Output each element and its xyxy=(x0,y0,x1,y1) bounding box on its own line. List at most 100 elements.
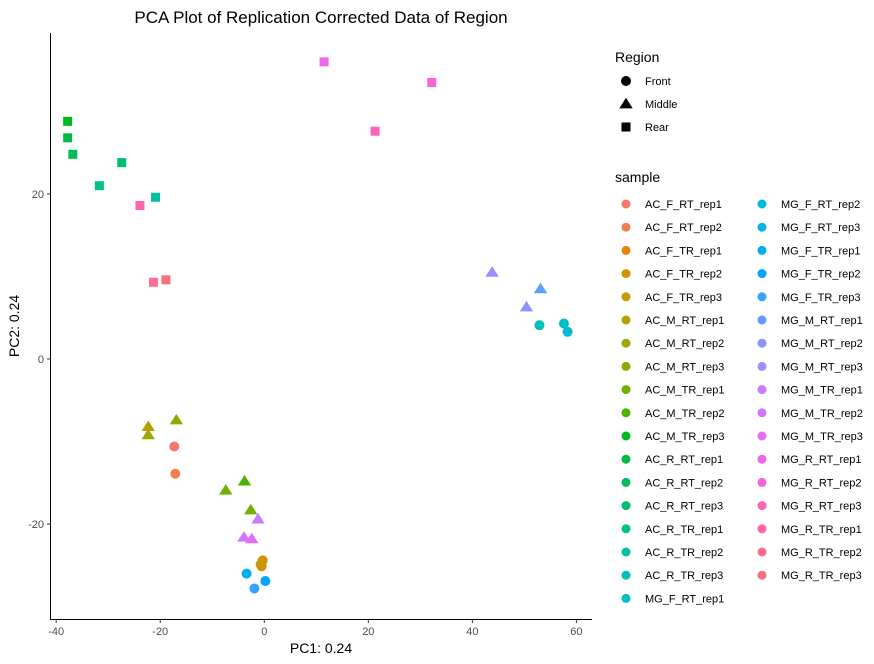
data-point xyxy=(148,277,158,287)
data-point xyxy=(169,413,184,425)
data-point xyxy=(255,559,266,570)
data-point xyxy=(519,300,534,312)
shape-legend: Region Front Middle Rear xyxy=(615,49,677,134)
y-axis-title: PC2: 0.24 xyxy=(6,295,22,357)
data-point xyxy=(135,200,145,210)
sample-legend-label: MG_R_TR_rep3 xyxy=(781,570,862,582)
legend-key-dot xyxy=(621,245,631,255)
sample-legend-label: MG_R_RT_rep3 xyxy=(781,501,862,513)
sample-legend-label: AC_M_TR_rep1 xyxy=(645,385,724,397)
sample-legend-label: AC_F_RT_rep1 xyxy=(645,199,722,211)
legend-key-dot xyxy=(621,199,631,209)
sample-legend-label: MG_F_RT_rep3 xyxy=(781,222,860,234)
sample-legend-label: AC_F_TR_rep1 xyxy=(645,245,722,257)
sample-legend-label: AC_F_TR_rep3 xyxy=(645,292,722,304)
legend-key-dot xyxy=(757,338,767,348)
sample-legend-label: AC_R_RT_rep1 xyxy=(645,454,723,466)
legend-key-dot xyxy=(621,547,631,557)
data-point xyxy=(237,531,251,542)
sample-legend-label: MG_M_TR_rep1 xyxy=(781,385,863,397)
legend-key-dot xyxy=(621,454,631,464)
legend-key-dot xyxy=(757,199,767,209)
legend-key-dot xyxy=(757,524,767,534)
legend-key-dot xyxy=(621,292,631,302)
legend-key-dot xyxy=(757,245,767,255)
data-point xyxy=(63,116,73,126)
legend-key-dot xyxy=(757,385,767,395)
sample-legend-label: MG_F_RT_rep1 xyxy=(645,593,724,605)
sample-legend-label: MG_F_TR_rep3 xyxy=(781,292,860,304)
data-point xyxy=(562,326,573,337)
legend-key-dot xyxy=(621,477,631,487)
sample-legend-label: MG_R_RT_rep2 xyxy=(781,477,862,489)
y-tick-label: 20 xyxy=(32,189,44,201)
legend-key-dot xyxy=(757,315,767,325)
legend-key-dot xyxy=(757,570,767,580)
data-point xyxy=(94,181,104,191)
sample-legend-label: MG_R_RT_rep1 xyxy=(781,454,862,466)
legend-key-dot xyxy=(757,408,767,418)
sample-legend-label: AC_F_TR_rep2 xyxy=(645,269,722,281)
x-tick-label: 40 xyxy=(466,626,478,638)
data-point xyxy=(68,149,78,159)
y-tick-label: 0 xyxy=(38,354,44,366)
data-point xyxy=(533,282,548,294)
data-point xyxy=(319,57,329,67)
legend-key-rear xyxy=(621,122,631,132)
legend-key-dot xyxy=(757,269,767,279)
sample-legend-label: AC_R_RT_rep3 xyxy=(645,501,723,513)
sample-legend-label: AC_M_TR_rep2 xyxy=(645,408,724,420)
data-point xyxy=(249,583,260,594)
legend-key-dot xyxy=(757,501,767,511)
sample-legend-label: AC_M_TR_rep3 xyxy=(645,431,724,443)
x-tick-label: 0 xyxy=(261,626,267,638)
legend-key-dot xyxy=(621,315,631,325)
data-point xyxy=(170,468,181,479)
data-point xyxy=(558,318,569,329)
data-point xyxy=(251,512,265,524)
chart-title: PCA Plot of Replication Corrected Data o… xyxy=(134,8,507,27)
data-point xyxy=(141,420,155,432)
data-point xyxy=(245,532,259,544)
legend-key-dot xyxy=(757,431,767,441)
shape-legend-label: Rear xyxy=(645,122,669,134)
sample-legend-label: MG_M_RT_rep2 xyxy=(781,338,863,350)
legend-key-dot xyxy=(757,547,767,557)
data-point xyxy=(485,266,499,277)
sample-legend-label: MG_R_TR_rep1 xyxy=(781,524,862,536)
data-point xyxy=(151,192,161,202)
data-point xyxy=(237,474,252,486)
legend-key-dot xyxy=(621,501,631,511)
x-tick-label: -20 xyxy=(152,626,168,638)
sample-legend-label: AC_R_RT_rep2 xyxy=(645,477,723,489)
sample-legend-label: MG_F_RT_rep2 xyxy=(781,199,860,211)
data-point xyxy=(244,503,258,515)
sample-legend-label: MG_M_TR_rep2 xyxy=(781,408,863,420)
legend-key-dot xyxy=(621,385,631,395)
legend-key-dot xyxy=(621,593,631,603)
x-axis-title: PC1: 0.24 xyxy=(290,640,352,656)
legend-key-dot xyxy=(757,292,767,302)
sample-legend-label: AC_R_TR_rep2 xyxy=(645,547,723,559)
data-point xyxy=(117,158,127,168)
legend-key-dot xyxy=(621,338,631,348)
data-point xyxy=(534,320,545,331)
sample-legend-label: AC_F_RT_rep2 xyxy=(645,222,722,234)
legend-key-dot xyxy=(621,570,631,580)
data-point xyxy=(169,441,180,452)
shape-legend-label: Front xyxy=(645,76,671,88)
data-point xyxy=(241,568,252,579)
data-point xyxy=(427,78,437,88)
legend-key-dot xyxy=(621,361,631,371)
data-point xyxy=(370,126,380,136)
y-axis-ticks: -20 0 20 xyxy=(28,189,51,531)
sample-legend-label: MG_M_RT_rep3 xyxy=(781,361,863,373)
y-tick-label: -20 xyxy=(28,519,44,531)
legend-key-dot xyxy=(757,454,767,464)
shape-legend-title: Region xyxy=(615,49,659,65)
sample-legend-label: MG_R_TR_rep2 xyxy=(781,547,862,559)
color-legend: sample AC_F_RT_rep1 AC_F_RT_rep2 AC_F_TR_r… xyxy=(615,169,863,605)
legend-key-dot xyxy=(621,408,631,418)
x-tick-label: -40 xyxy=(48,626,64,638)
